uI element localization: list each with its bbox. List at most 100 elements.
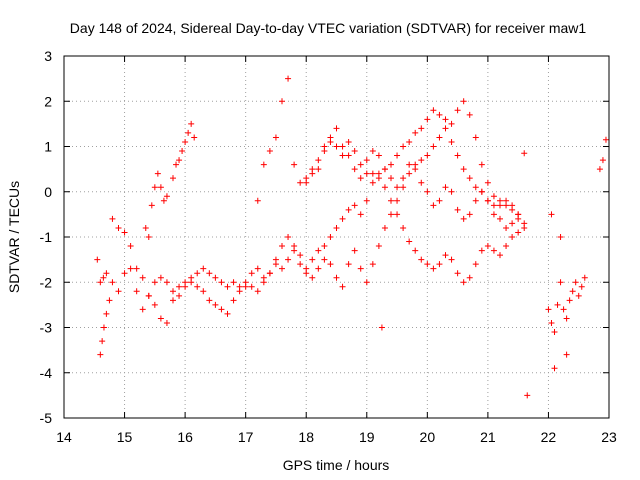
data-point xyxy=(375,243,382,250)
x-tick-label: 17 xyxy=(238,429,254,445)
x-tick-labels: 14 15 16 17 18 19 20 21 22 23 xyxy=(56,429,617,445)
data-point xyxy=(388,161,394,168)
data-point xyxy=(460,279,467,286)
data-point xyxy=(381,166,388,173)
data-point xyxy=(406,238,413,245)
data-point xyxy=(285,75,292,82)
data-point xyxy=(327,134,334,141)
data-point xyxy=(424,188,431,195)
data-point xyxy=(575,292,582,299)
data-point xyxy=(521,150,528,157)
y-tick-label: 3 xyxy=(44,48,52,64)
data-point xyxy=(100,324,107,331)
data-point xyxy=(454,206,461,213)
data-point xyxy=(357,161,364,168)
data-point xyxy=(436,261,443,268)
data-point xyxy=(448,256,455,263)
data-point xyxy=(566,297,573,304)
series-track-B xyxy=(109,125,528,326)
x-tick-label: 18 xyxy=(298,429,314,445)
data-point xyxy=(448,188,455,195)
data-point xyxy=(563,351,570,358)
data-point xyxy=(466,175,473,182)
data-point xyxy=(596,166,603,173)
series-track-E xyxy=(142,120,198,240)
data-point xyxy=(472,261,479,268)
data-point xyxy=(572,279,579,286)
data-point xyxy=(454,107,461,114)
series-track-G xyxy=(545,274,588,336)
series-track-D xyxy=(254,75,522,231)
data-point xyxy=(560,306,567,313)
data-point xyxy=(581,274,588,281)
data-point xyxy=(173,161,180,168)
data-point xyxy=(345,261,352,268)
data-point xyxy=(163,193,170,200)
data-points xyxy=(94,75,609,399)
data-point xyxy=(472,197,479,204)
data-point xyxy=(285,234,292,240)
data-point xyxy=(424,261,431,268)
data-point xyxy=(454,152,461,159)
data-point xyxy=(490,211,497,218)
data-point xyxy=(345,206,352,213)
data-point xyxy=(418,157,425,164)
x-tick-label: 21 xyxy=(480,429,496,445)
data-point xyxy=(279,98,285,105)
data-point xyxy=(378,324,385,331)
data-point xyxy=(557,234,564,240)
data-point xyxy=(497,252,503,259)
data-point xyxy=(170,175,176,182)
data-point xyxy=(430,143,437,150)
data-point xyxy=(200,265,207,272)
data-point xyxy=(254,288,261,295)
data-point xyxy=(248,283,255,290)
data-point xyxy=(151,301,158,308)
data-point xyxy=(266,270,273,277)
data-point xyxy=(291,161,298,168)
data-point xyxy=(524,392,531,399)
data-point xyxy=(339,283,346,290)
data-point xyxy=(554,301,561,308)
data-point xyxy=(478,161,485,168)
data-point xyxy=(345,138,352,145)
data-point xyxy=(497,202,503,209)
data-point xyxy=(103,270,110,277)
data-point xyxy=(133,265,140,272)
data-point xyxy=(369,261,376,268)
data-point xyxy=(406,170,413,177)
data-point xyxy=(218,279,225,286)
data-point xyxy=(484,243,491,250)
data-point xyxy=(406,161,413,168)
data-point xyxy=(182,283,189,290)
data-point xyxy=(400,184,407,191)
data-point xyxy=(388,197,394,204)
data-point xyxy=(163,319,170,326)
data-point xyxy=(248,270,255,277)
data-point xyxy=(375,175,382,182)
data-point xyxy=(224,310,231,317)
data-point xyxy=(515,229,522,236)
data-point xyxy=(279,243,285,250)
data-point xyxy=(478,188,485,195)
data-point xyxy=(394,184,401,191)
data-point xyxy=(509,202,516,209)
data-point xyxy=(99,338,106,345)
data-point xyxy=(133,288,140,295)
data-point xyxy=(182,138,189,145)
data-point xyxy=(100,274,107,281)
data-point xyxy=(285,256,292,263)
data-point xyxy=(460,215,467,222)
data-point xyxy=(303,270,310,277)
x-tick-label: 19 xyxy=(359,429,375,445)
data-point xyxy=(381,224,388,231)
data-point xyxy=(472,184,479,191)
data-point xyxy=(430,202,437,209)
y-tick-labels: -5 -4 -3 -2 -1 0 1 2 3 xyxy=(40,48,53,426)
data-point xyxy=(333,125,340,132)
y-tick-label: -4 xyxy=(40,365,53,381)
data-point xyxy=(442,125,449,132)
data-point xyxy=(357,211,364,218)
data-point xyxy=(212,301,219,308)
